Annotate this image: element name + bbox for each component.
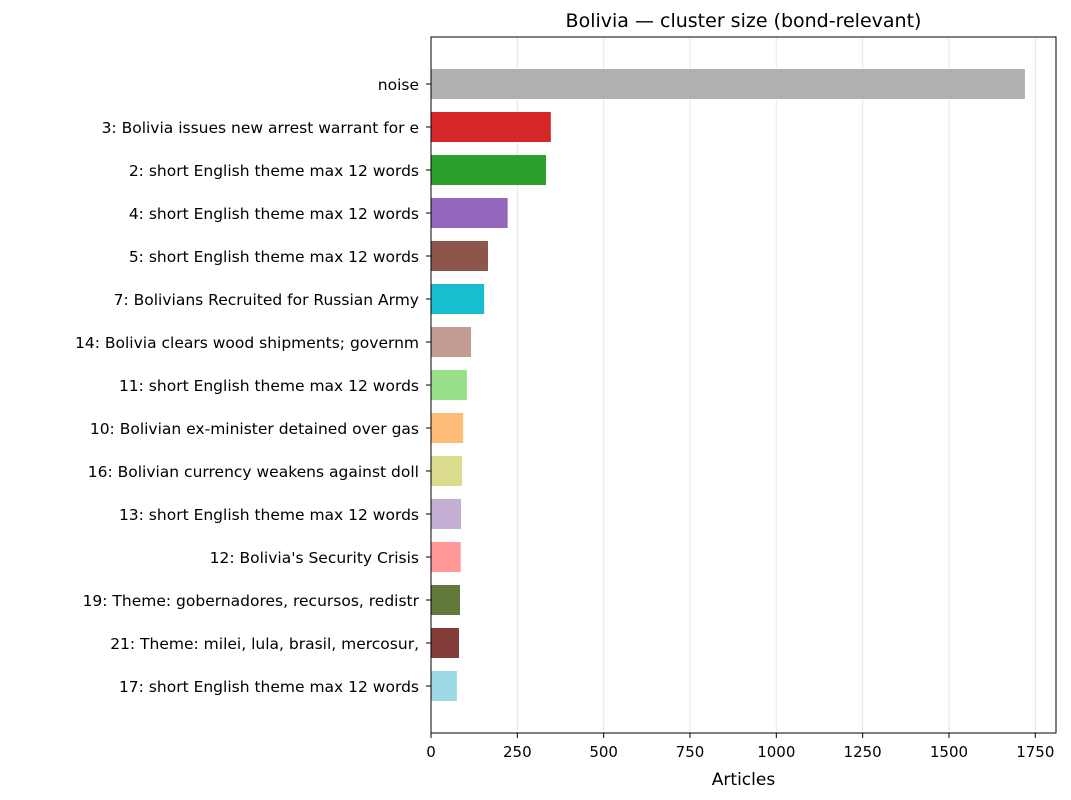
y-tick-label: 21: Theme: milei, lula, brasil, mercosur… (110, 635, 419, 653)
bar (431, 671, 457, 701)
y-tick-label: 19: Theme: gobernadores, recursos, redis… (83, 592, 420, 610)
bar (431, 327, 472, 357)
bar (431, 198, 508, 228)
chart-title: Bolivia — cluster size (bond-relevant) (566, 10, 922, 32)
bar (431, 241, 488, 271)
y-tick-label: 13: short English theme max 12 words (119, 506, 419, 524)
y-tick-label: 2: short English theme max 12 words (129, 162, 419, 180)
x-tick-label: 500 (589, 743, 618, 761)
bar (431, 284, 485, 314)
bar (431, 628, 459, 658)
y-tick-label: 16: Bolivian currency weakens against do… (88, 463, 419, 481)
bar (431, 499, 462, 529)
y-tick-label: 11: short English theme max 12 words (119, 377, 419, 395)
bar (431, 542, 461, 572)
bar (431, 69, 1025, 99)
x-tick-label: 1500 (930, 743, 968, 761)
x-tick-label: 1750 (1016, 743, 1054, 761)
bar (431, 155, 546, 185)
y-tick-label: 14: Bolivia clears wood shipments; gover… (75, 334, 419, 352)
y-tick-label: 10: Bolivian ex-minister detained over g… (90, 420, 419, 438)
x-tick-label: 1000 (757, 743, 795, 761)
bars (431, 69, 1025, 701)
y-tick-label: 4: short English theme max 12 words (129, 205, 419, 223)
bar (431, 112, 551, 142)
y-tick-label: 3: Bolivia issues new arrest warrant for… (102, 119, 419, 137)
bar (431, 456, 463, 486)
y-axis-ticks: noise 3: Bolivia issues new arrest warran… (75, 76, 431, 696)
y-tick-label: 17: short English theme max 12 words (119, 678, 419, 696)
y-tick-label: 5: short English theme max 12 words (129, 248, 419, 266)
x-axis-ticks: 0 250 500 750 1000 1250 1500 1750 (426, 733, 1054, 761)
x-grid (430, 37, 1036, 733)
bar (431, 585, 461, 615)
y-tick-label: 12: Bolivia's Security Crisis (210, 549, 419, 567)
x-axis-label: Articles (712, 770, 776, 790)
bar (431, 413, 464, 443)
bar (431, 370, 467, 400)
y-tick-label: 7: Bolivians Recruited for Russian Army (114, 291, 419, 309)
x-tick-label: 250 (503, 743, 532, 761)
x-tick-label: 750 (676, 743, 705, 761)
x-tick-label: 0 (426, 743, 436, 761)
x-tick-label: 1250 (844, 743, 882, 761)
y-tick-label: noise (378, 76, 419, 94)
